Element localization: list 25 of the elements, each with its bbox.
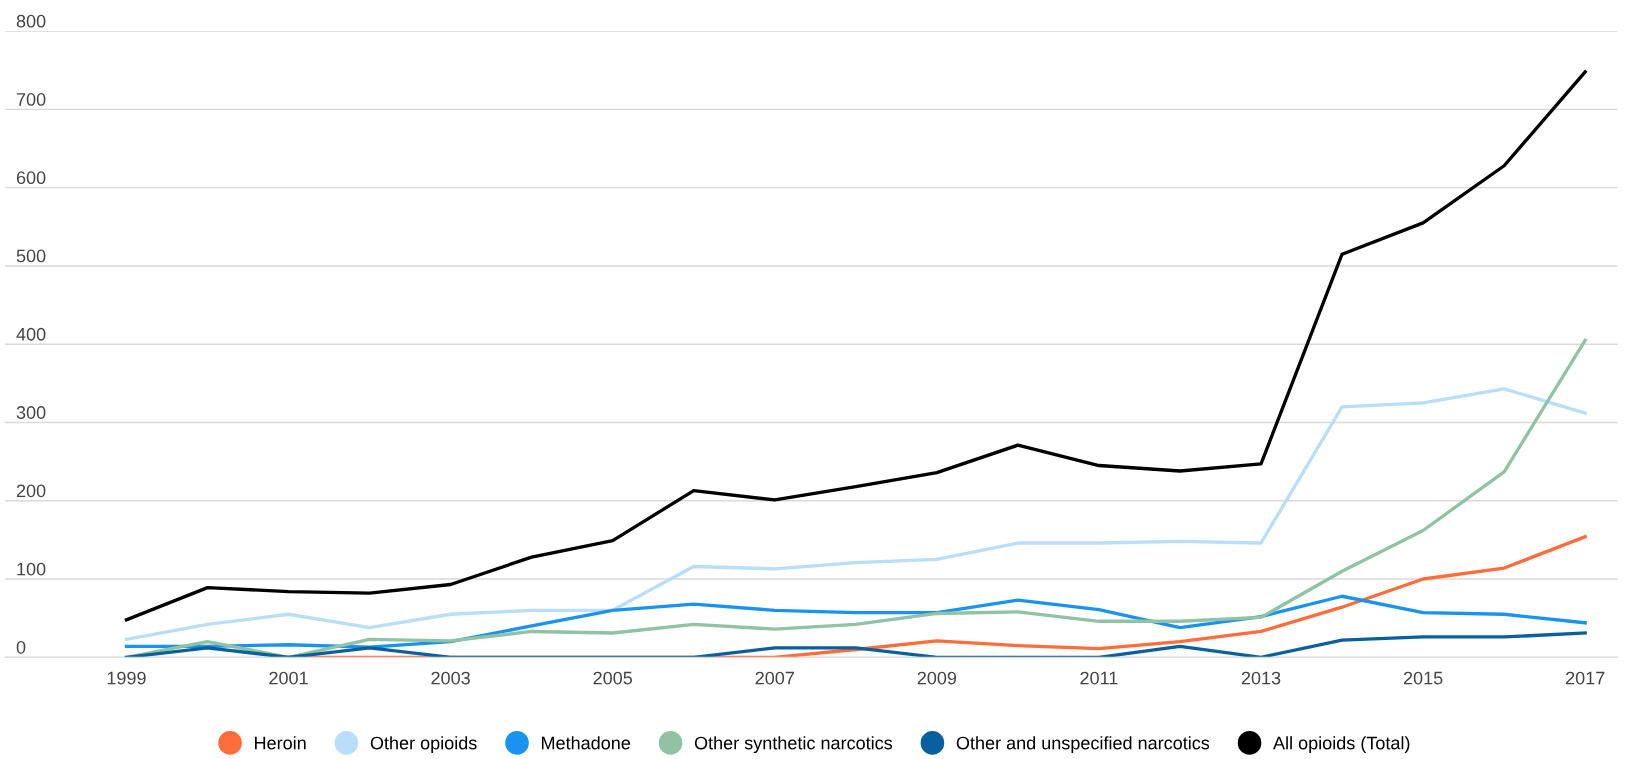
legend-label: All opioids (Total): [1273, 736, 1410, 753]
legend-label: Other opioids: [370, 736, 477, 753]
x-tick-label: 2013: [1241, 671, 1281, 685]
y-tick-label: 500: [16, 249, 46, 263]
y-tick-label: 300: [16, 406, 46, 419]
x-tick-label: 2005: [593, 671, 633, 685]
legend-label: Other and unspecified narcotics: [956, 736, 1210, 753]
x-tick-label: 2001: [269, 671, 308, 685]
y-tick-label: 700: [16, 93, 46, 106]
y-tick-label: 200: [16, 484, 46, 498]
legend-label: Heroin: [255, 736, 306, 750]
legend-label: Other synthetic narcotics: [694, 736, 893, 753]
x-tick-label: 2007: [755, 671, 794, 685]
y-tick-label: 600: [16, 171, 46, 185]
x-tick-label: 2009: [917, 671, 957, 685]
y-tick-label: 800: [16, 14, 46, 28]
legend-label: Methadone: [541, 736, 631, 750]
x-tick-label: 2003: [431, 671, 470, 685]
y-tick-label: 100: [17, 562, 46, 576]
x-tick-label: 2017: [1566, 671, 1605, 685]
y-tick-label: 0: [16, 640, 26, 654]
x-tick-label: 2015: [1403, 671, 1443, 685]
x-tick-label: 2011: [1080, 671, 1118, 685]
y-tick-label: 400: [16, 327, 46, 341]
x-tick-label: 1999: [107, 671, 146, 685]
